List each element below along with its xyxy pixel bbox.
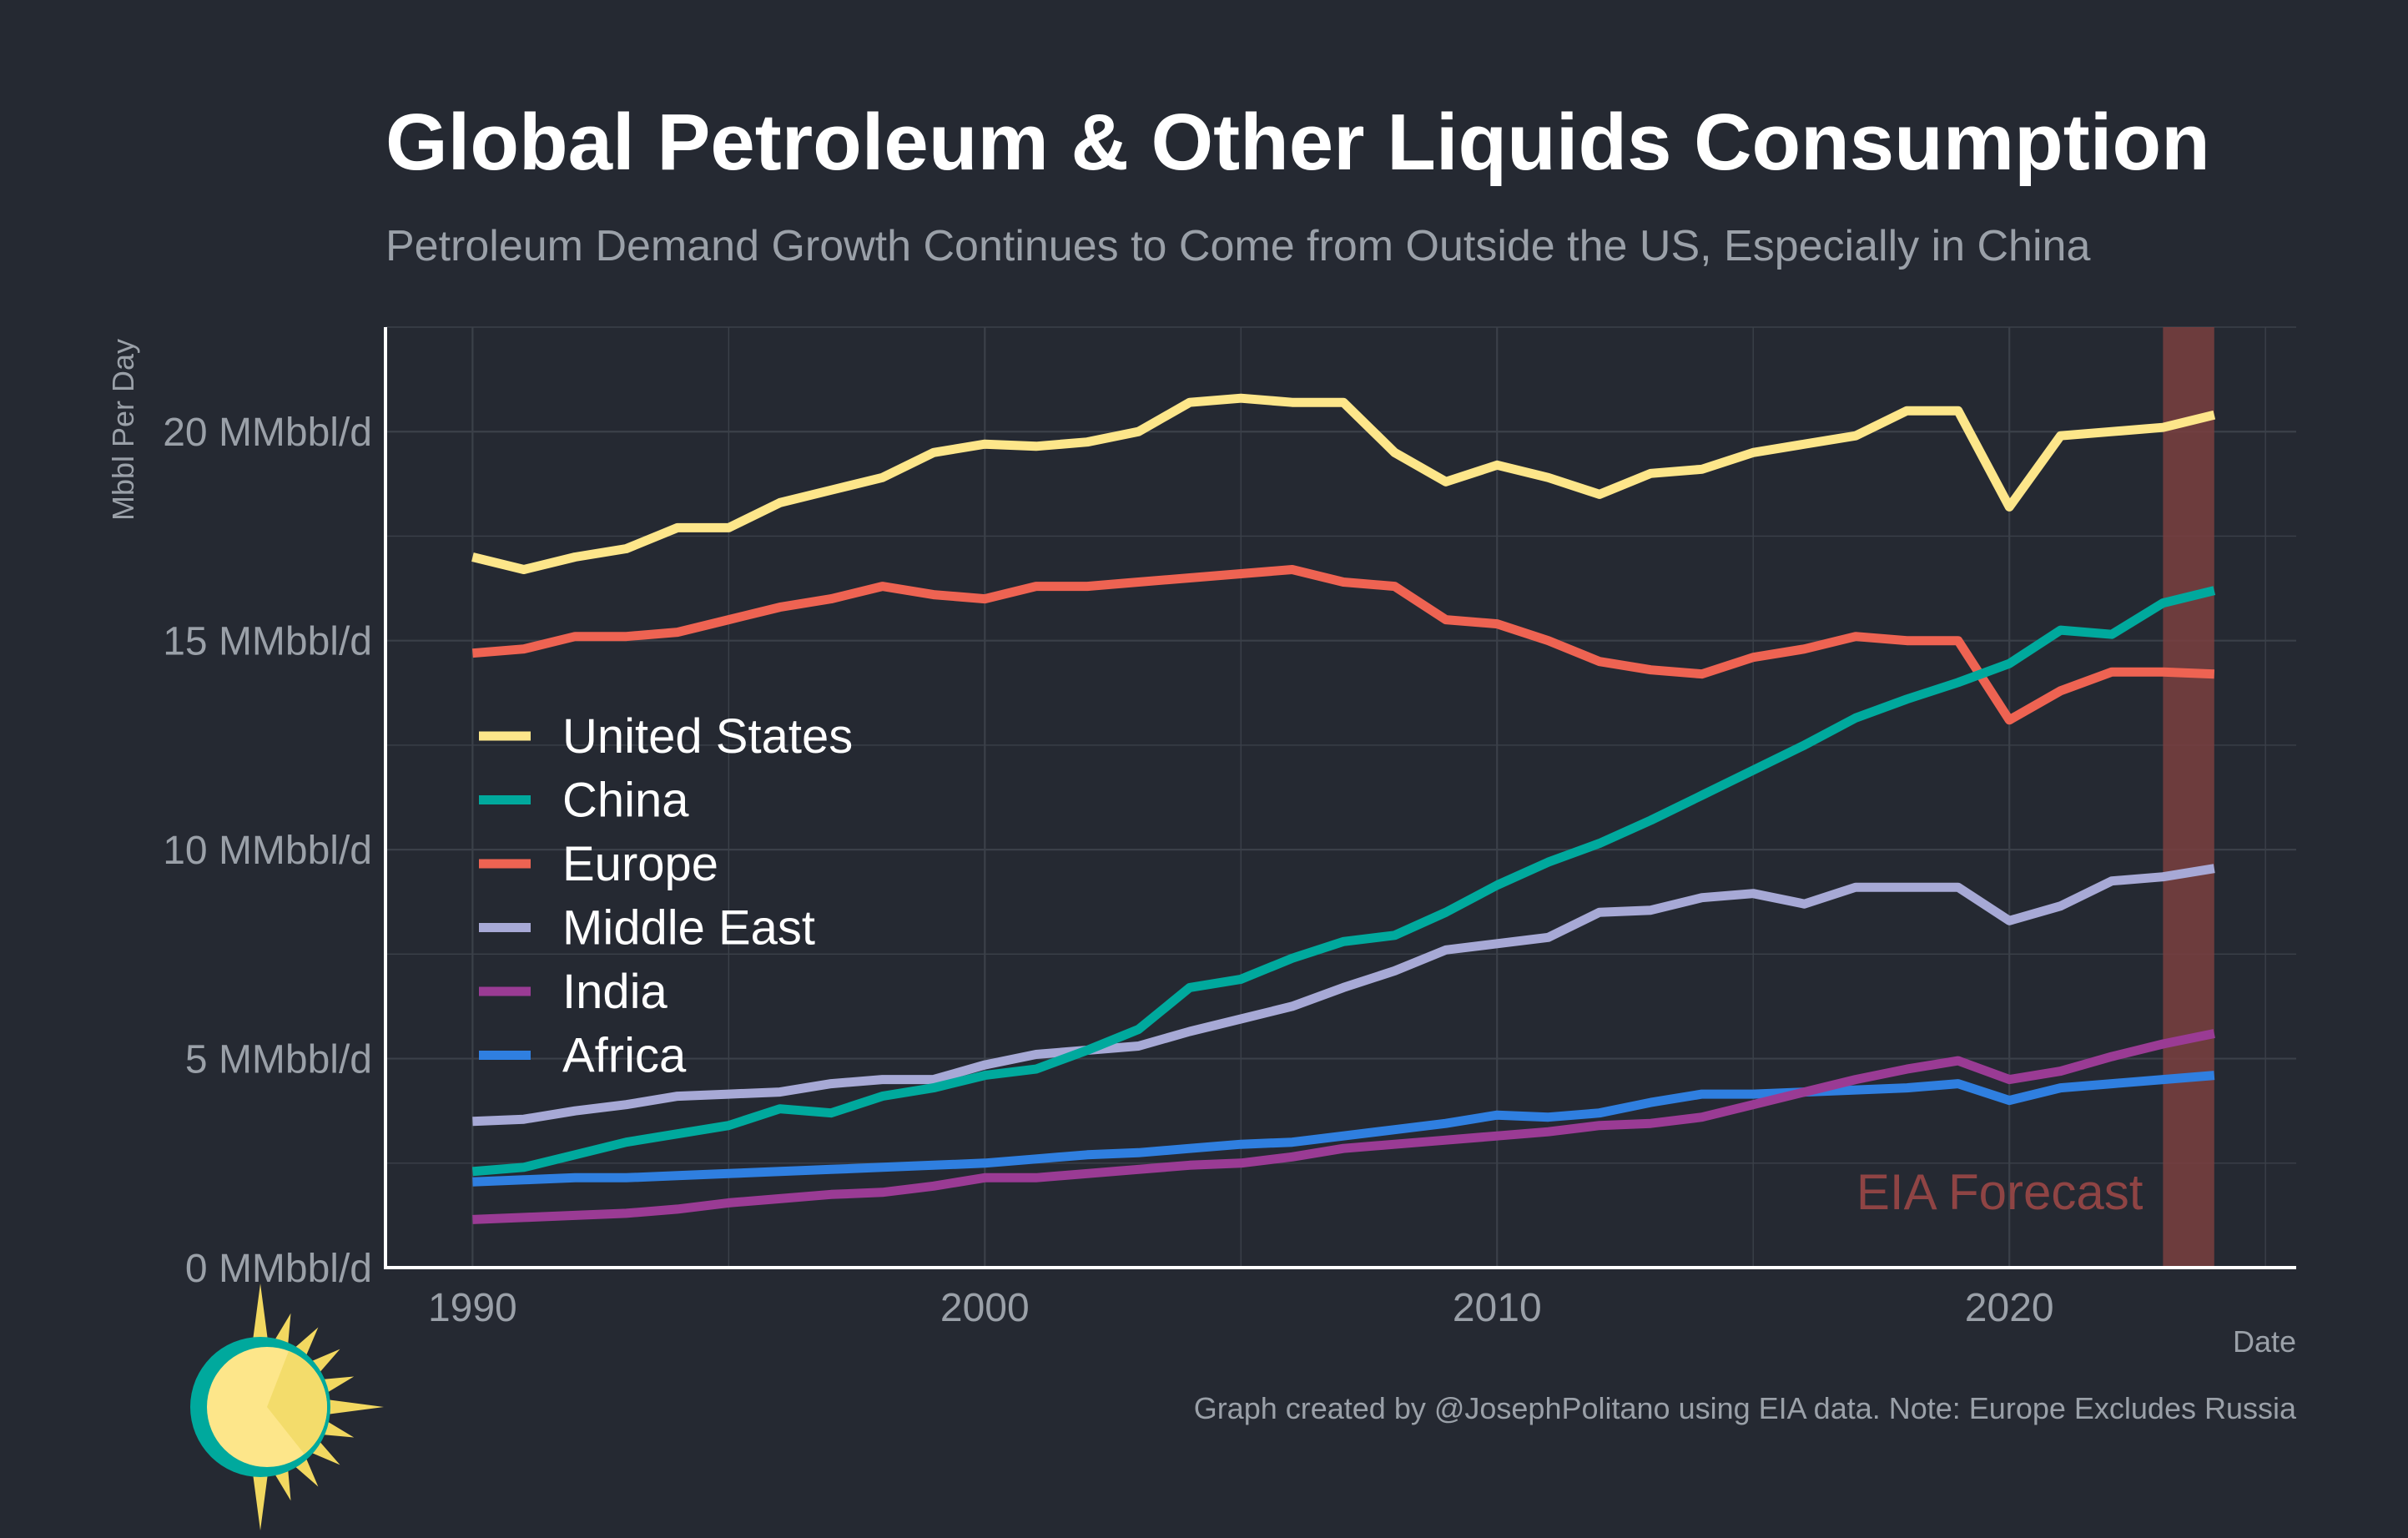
y-tick-label: 20 MMbbl/d — [163, 411, 372, 455]
legend-label: United States — [562, 709, 853, 764]
series-line-united-states — [471, 393, 2216, 574]
sun-shade — [267, 1350, 327, 1455]
x-tick-label: 1990 — [428, 1286, 517, 1330]
series-line-europe — [471, 565, 2215, 725]
chart-title: Global Petroleum & Other Liquids Consump… — [385, 98, 2210, 187]
x-axis-title: Date — [2233, 1324, 2296, 1359]
y-tick-label: 15 MMbbl/d — [163, 620, 372, 664]
y-tick-label: 0 MMbbl/d — [185, 1247, 372, 1291]
x-tick-label: 2000 — [940, 1286, 1030, 1330]
forecast-band — [2163, 327, 2214, 1268]
y-axis-title: Mbbl Per Day — [106, 339, 140, 521]
series-line-africa — [472, 1071, 2215, 1187]
sun-logo-icon — [190, 1283, 384, 1530]
legend-label: China — [562, 774, 689, 828]
grid-lines — [385, 326, 2296, 1269]
series-lines — [471, 393, 2216, 1224]
forecast-label: EIA Forecast — [1856, 1164, 2144, 1220]
series-line-china — [471, 586, 2216, 1177]
forecast-band-layer: EIA Forecast — [1856, 327, 2214, 1268]
legend-label: Africa — [562, 1029, 687, 1083]
series-line-india — [472, 1029, 2215, 1224]
tick-labels: 0 MMbbl/d 5 MMbbl/d 10 MMbbl/d 15 MMbbl/d 20… — [163, 411, 2053, 1330]
y-tick-label: 5 MMbbl/d — [185, 1038, 372, 1082]
legend-label: Europe — [562, 837, 718, 891]
x-tick-label: 2020 — [1965, 1286, 2054, 1330]
legend-label: India — [562, 965, 668, 1019]
series-line-middle-east — [472, 864, 2215, 1127]
chart-subtitle: Petroleum Demand Growth Continues to Com… — [385, 222, 2090, 270]
x-tick-label: 2010 — [1453, 1286, 1542, 1330]
legend: United States China Europe Middle East India… — [479, 709, 853, 1083]
y-tick-label: 10 MMbbl/d — [163, 829, 372, 873]
chart-caption: Graph created by @JosephPolitano using E… — [1194, 1391, 2297, 1425]
legend-label: Middle East — [562, 901, 815, 956]
axes — [384, 327, 2296, 1269]
